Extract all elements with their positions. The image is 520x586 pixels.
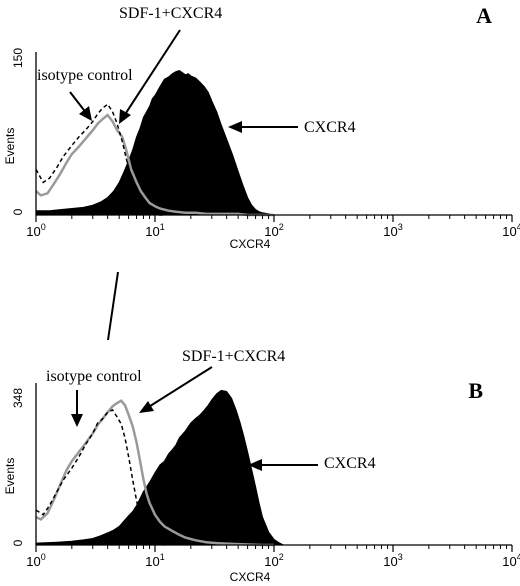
panel-a-x-tick-label: 104: [502, 222, 520, 239]
panel-b-x-tick-label: 102: [264, 552, 283, 569]
panel-a-y-min-label: 0: [11, 208, 25, 215]
panel-a-y-max-label: 150: [11, 48, 25, 68]
panel-b-x-tick-label: 104: [502, 552, 520, 569]
panel-a-x-tick-label: 103: [383, 222, 402, 239]
panel-a: A 100 101 102 103 104 150 0 Events CXCR4 iso…: [3, 3, 520, 251]
panel-b-plot: [35, 389, 284, 547]
panel-a-x-axis-label: CXCR4: [230, 237, 271, 251]
panel-a-arrow-sdf1: [119, 29, 181, 124]
panel-a-x-tick-label: 100: [26, 222, 45, 239]
panel-b-series-cxcr4-area: [35, 389, 284, 546]
panel-b-label: B: [468, 378, 483, 403]
panel-b-arrow-cxcr4: [248, 459, 318, 471]
panel-b: B 100 101 102 103 104 348 0 Events CXCR4 iso…: [3, 348, 520, 584]
panel-b-series-isotype-control-line: [35, 409, 165, 546]
panel-b-series-sdf-1-cxcr4-line: [35, 399, 274, 547]
panel-a-label: A: [476, 3, 492, 28]
panel-divider-line: [107, 271, 119, 341]
panel-a-annotation-isotype-control: isotype control: [37, 67, 133, 84]
panel-b-y-axis-label: Events: [3, 458, 17, 495]
panel-a-arrow-cxcr4: [228, 121, 298, 133]
panel-a-x-tick-label: 102: [264, 222, 283, 239]
panel-a-annotation-cxcr4: CXCR4: [304, 119, 356, 136]
panel-b-arrow-isotype: [71, 390, 83, 427]
panel-a-series-cxcr4-area: [35, 69, 275, 216]
panel-b-annotation-isotype-control: isotype control: [46, 368, 142, 385]
panel-b-annotation-cxcr4: CXCR4: [324, 455, 376, 472]
panel-a-annotation-sdf1-cxcr4: SDF-1+CXCR4: [119, 5, 222, 22]
panel-b-y-max-label: 348: [11, 388, 25, 408]
panel-a-series-isotype-control-line: [35, 103, 165, 216]
panel-b-annotation-sdf1-cxcr4: SDF-1+CXCR4: [182, 348, 285, 365]
panel-a-x-tick-label: 101: [145, 222, 164, 239]
panel-b-y-min-label: 0: [11, 539, 25, 546]
panel-a-series-sdf-1-cxcr4-line: [35, 113, 274, 217]
panel-b-x-tick-label: 103: [383, 552, 402, 569]
panel-a-y-axis-label: Events: [3, 128, 17, 165]
panel-b-arrow-sdf1: [139, 366, 213, 413]
panel-b-x-axis-label: CXCR4: [230, 570, 271, 584]
panel-b-ticks: 100 101 102 103 104: [26, 545, 520, 569]
panel-b-x-tick-label: 100: [26, 552, 45, 569]
panel-b-x-tick-label: 101: [145, 552, 164, 569]
panel-a-arrow-isotype: [69, 91, 92, 121]
panel-a-ticks: 100 101 102 103 104: [26, 215, 520, 239]
panel-a-plot: [35, 69, 275, 217]
